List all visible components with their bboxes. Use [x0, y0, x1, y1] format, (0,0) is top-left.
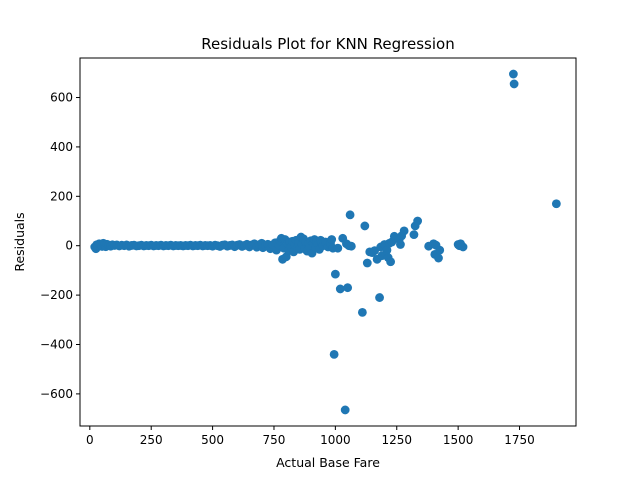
scatter-point: [360, 221, 370, 231]
scatter-point: [329, 349, 339, 359]
scatter-point: [333, 243, 343, 253]
scatter-point: [382, 245, 392, 255]
scatter-point: [357, 307, 367, 317]
y-tick-label: −400: [40, 337, 73, 351]
scatter-point: [362, 258, 372, 268]
scatter-point: [435, 245, 445, 255]
scatter-point: [458, 242, 468, 252]
scatter-point: [343, 283, 353, 293]
y-tick-label: 0: [65, 239, 73, 253]
x-tick-label: 1750: [504, 433, 535, 447]
chart-title: Residuals Plot for KNN Regression: [201, 35, 454, 53]
scatter-point: [340, 405, 350, 415]
scatter-point: [345, 210, 355, 220]
scatter-point: [375, 293, 384, 302]
y-tick-label: 600: [50, 91, 73, 105]
y-axis-label: Residuals: [12, 212, 27, 271]
y-tick-label: 400: [50, 140, 73, 154]
x-tick-label: 1500: [443, 433, 474, 447]
scatter-point: [508, 69, 518, 79]
scatter-points: [90, 69, 561, 415]
scatter-point: [327, 235, 337, 244]
scatter-point: [413, 216, 423, 226]
x-tick-label: 750: [263, 433, 286, 447]
plot-frame: [79, 57, 577, 427]
x-tick-label: 1000: [320, 433, 351, 447]
scatter-point: [434, 253, 443, 263]
y-tick-label: 200: [50, 189, 73, 203]
y-tick-label: −200: [40, 288, 73, 302]
scatter-point: [399, 226, 409, 236]
x-axis-label: Actual Base Fare: [276, 455, 380, 470]
scatter-point: [386, 257, 396, 267]
x-tick-label: 500: [201, 433, 224, 447]
x-tick-label: 250: [140, 433, 163, 447]
y-axis: −600 −400 −200 0 200 400 600: [40, 91, 80, 401]
scatter-point: [551, 199, 561, 209]
y-tick-label: −600: [40, 387, 73, 401]
scatter-point: [330, 269, 340, 279]
scatter-point: [396, 240, 405, 249]
scatter-point: [509, 79, 519, 89]
scatter-point: [346, 241, 356, 251]
x-tick-label: 1250: [381, 433, 412, 447]
scatter-point: [335, 284, 345, 294]
scatter-point: [409, 230, 419, 239]
x-axis: 0 250 500 750 1000 1250 1500 1750: [86, 426, 535, 447]
x-tick-label: 0: [86, 433, 94, 447]
